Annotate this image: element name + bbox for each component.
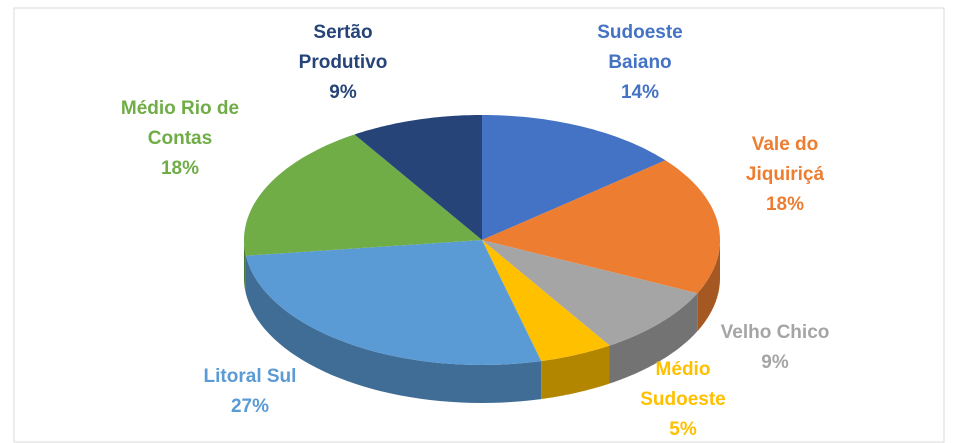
slice bbox=[482, 115, 666, 240]
slice-side bbox=[609, 293, 698, 384]
value-label: 5% bbox=[669, 419, 697, 440]
slice bbox=[482, 240, 698, 346]
data-label: Sudoeste Baiano 14% bbox=[585, 18, 695, 108]
category-label: Médio Rio de Contas bbox=[120, 98, 240, 149]
data-label: Vale do Jiquiriçá 18% bbox=[730, 130, 840, 220]
slice-side bbox=[541, 345, 610, 400]
category-label: Médio Sudoeste bbox=[640, 359, 726, 410]
slice bbox=[245, 240, 542, 365]
slice-side bbox=[245, 255, 542, 403]
value-label: 27% bbox=[230, 396, 270, 417]
category-label: Velho Chico bbox=[720, 322, 830, 343]
data-label: Velho Chico 9% bbox=[690, 318, 860, 378]
slice bbox=[244, 134, 482, 256]
data-label: Médio Sudoeste 5% bbox=[633, 355, 733, 443]
value-label: 18% bbox=[160, 158, 200, 179]
value-label: 18% bbox=[765, 194, 805, 215]
slice bbox=[354, 115, 482, 240]
category-label: Sudoeste Baiano bbox=[597, 22, 683, 73]
value-label: 9% bbox=[761, 352, 789, 373]
data-label: Médio Rio de Contas 18% bbox=[103, 94, 258, 184]
value-label: 9% bbox=[329, 82, 357, 103]
category-label: Sertão Produtivo bbox=[298, 22, 388, 73]
data-label: Litoral Sul 27% bbox=[165, 362, 335, 422]
slice bbox=[482, 160, 720, 294]
category-label: Litoral Sul bbox=[203, 366, 297, 387]
chart-frame bbox=[13, 7, 945, 443]
value-label: 14% bbox=[620, 82, 660, 103]
category-label: Vale do Jiquiriçá bbox=[745, 134, 825, 185]
slice bbox=[482, 240, 610, 362]
slice-side bbox=[244, 240, 246, 294]
data-label: Sertão Produtivo 9% bbox=[288, 18, 398, 108]
slice-side bbox=[697, 240, 720, 332]
